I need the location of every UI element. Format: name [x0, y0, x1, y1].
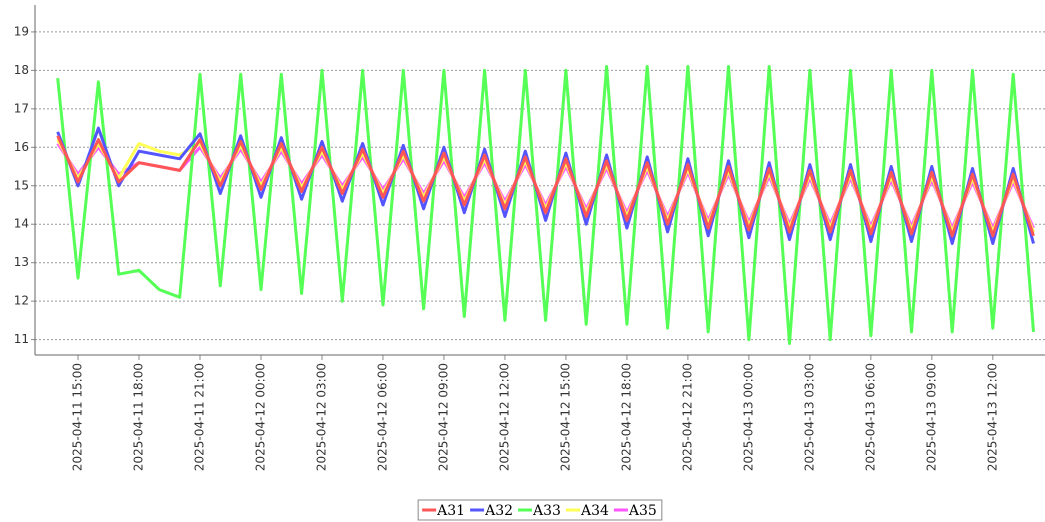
x-tick-label: 2025-04-13 00:00 [741, 363, 755, 471]
x-tick-label: 2025-04-13 12:00 [985, 363, 999, 471]
x-tick-label: 2025-04-13 09:00 [924, 363, 938, 471]
x-tick-label: 2025-04-11 18:00 [132, 363, 146, 471]
y-tick-label: 16 [14, 140, 29, 154]
x-tick-label: 2025-04-12 00:00 [253, 363, 267, 471]
legend-label: A32 [484, 503, 513, 519]
x-tick-label: 2025-04-13 06:00 [863, 363, 877, 471]
series-line [56, 126, 1035, 245]
x-tick-label: 2025-04-13 03:00 [802, 363, 816, 471]
x-tick-label: 2025-04-12 09:00 [436, 363, 450, 471]
x-tick-label: 2025-04-12 06:00 [375, 363, 389, 471]
legend-label: A34 [580, 503, 609, 519]
y-tick-label: 18 [14, 63, 29, 77]
series-line [56, 135, 1035, 238]
y-tick-label: 13 [14, 255, 29, 269]
legend-label: A35 [628, 503, 657, 519]
legend-label: A33 [532, 503, 561, 519]
x-tick-label: 2025-04-12 15:00 [558, 363, 572, 471]
legend-box [417, 499, 663, 521]
y-tick-label: 14 [14, 217, 29, 231]
legend-label: A31 [436, 503, 465, 519]
y-tick-label: 19 [14, 24, 29, 38]
x-tick-label: 2025-04-12 03:00 [314, 363, 328, 471]
y-tick-label: 15 [14, 178, 29, 192]
y-tick-label: 17 [14, 101, 29, 115]
series-line [56, 65, 1035, 345]
x-tick-label: 2025-04-11 15:00 [71, 363, 85, 471]
x-tick-label: 2025-04-12 18:00 [619, 363, 633, 471]
x-tick-label: 2025-04-12 21:00 [680, 363, 694, 471]
y-tick-label: 11 [14, 332, 29, 346]
legend: A31 A32 A33 A34 A35 [417, 499, 663, 521]
x-tick-label: 2025-04-12 12:00 [497, 363, 511, 471]
x-tick-label: 2025-04-11 21:00 [193, 363, 207, 471]
y-tick-label: 12 [14, 294, 29, 308]
